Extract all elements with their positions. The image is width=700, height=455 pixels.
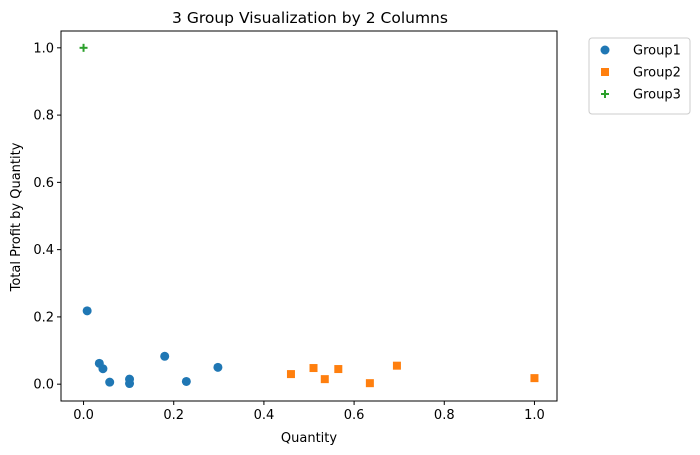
- legend-box: [588, 37, 691, 115]
- group1-point: [98, 364, 108, 374]
- group2-point: [530, 374, 539, 383]
- chart-title: 3 Group Visualization by 2 Columns: [172, 9, 448, 27]
- x-tick-label: 0.8: [434, 408, 455, 423]
- group2-point: [365, 379, 374, 388]
- group1-point: [82, 306, 92, 316]
- legend-label-group2: Group2: [633, 66, 681, 81]
- y-axis-label: Total Profit by Quantity: [9, 142, 24, 292]
- y-tick-label: 0.6: [33, 176, 54, 191]
- y-tick-label: 0.2: [33, 310, 54, 325]
- plot-frame: [60, 30, 558, 402]
- x-tick-label: 1.0: [524, 408, 545, 423]
- y-tick-label: 1.0: [33, 41, 54, 56]
- legend-marker-group1: [600, 45, 610, 55]
- group1-point: [105, 377, 115, 387]
- legend-label-group1: Group1: [633, 44, 681, 59]
- group1-point: [125, 379, 135, 389]
- y-tick-label: 0.4: [33, 243, 54, 258]
- legend: Group1 Group2 Group3: [588, 37, 691, 115]
- x-axis-label: Quantity: [281, 431, 337, 446]
- group1-point: [213, 362, 223, 372]
- group2-point: [334, 365, 343, 374]
- x-tick-label: 0.4: [254, 408, 275, 423]
- y-tick-label: 0.0: [33, 378, 54, 393]
- x-tick-label: 0.2: [163, 408, 184, 423]
- legend-marker-group2: [601, 68, 609, 76]
- group2-point: [320, 375, 329, 384]
- x-tick-label: 0.0: [73, 408, 94, 423]
- y-tick-label: 0.8: [33, 109, 54, 124]
- group1-point: [160, 351, 170, 361]
- legend-label-group3: Group3: [633, 88, 681, 103]
- group2-point: [309, 364, 318, 373]
- group1-point: [181, 376, 191, 386]
- legend-marker-group3: [601, 90, 609, 98]
- group2-point: [286, 370, 295, 379]
- group3-point: [79, 43, 88, 52]
- plot-area: 0.0 0.2 0.4 0.6 0.8 1.0 0.0 0.2 0.4 0.6 0.8 1.0: [33, 30, 558, 423]
- group2-point: [392, 361, 401, 370]
- x-tick-label: 0.6: [344, 408, 365, 423]
